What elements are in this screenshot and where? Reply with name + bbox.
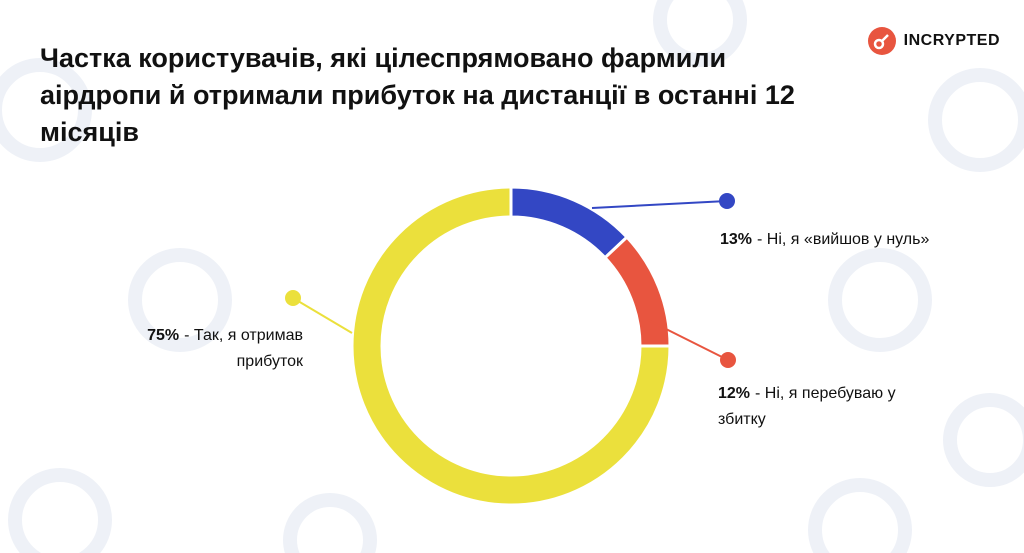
value-label: 75%	[147, 327, 180, 344]
donut-slice	[350, 185, 672, 507]
callout-line	[591, 200, 728, 209]
category-label: - Ні, я «вийшов у нуль»	[757, 231, 930, 248]
logo-icon	[867, 27, 896, 55]
category-label: - Так, я отримав прибуток	[184, 327, 303, 370]
callout-line	[647, 319, 729, 361]
value-label: 12%	[718, 385, 751, 402]
donut-slice	[602, 235, 672, 348]
brand-name: INCRYPTED	[903, 32, 1000, 49]
value-label: 13%	[720, 231, 753, 248]
donut-slice	[509, 185, 630, 260]
callout-dot	[719, 193, 735, 209]
category-label: - Ні, я перебуваю у збитку	[718, 385, 896, 428]
callout-line	[292, 297, 353, 334]
callout-dot	[720, 352, 736, 368]
brand-logo: INCRYPTED	[867, 27, 1000, 55]
slice-label: 75% - Так, я отримав прибуток	[113, 323, 303, 375]
slice-label: 13% - Ні, я «вийшов у нуль»	[720, 227, 960, 253]
callout-dot	[285, 290, 301, 306]
chart-title: Частка користувачів, які цілеспрямовано …	[40, 43, 795, 147]
slice-label: 12% - Ні, я перебуваю у збитку	[718, 381, 933, 433]
